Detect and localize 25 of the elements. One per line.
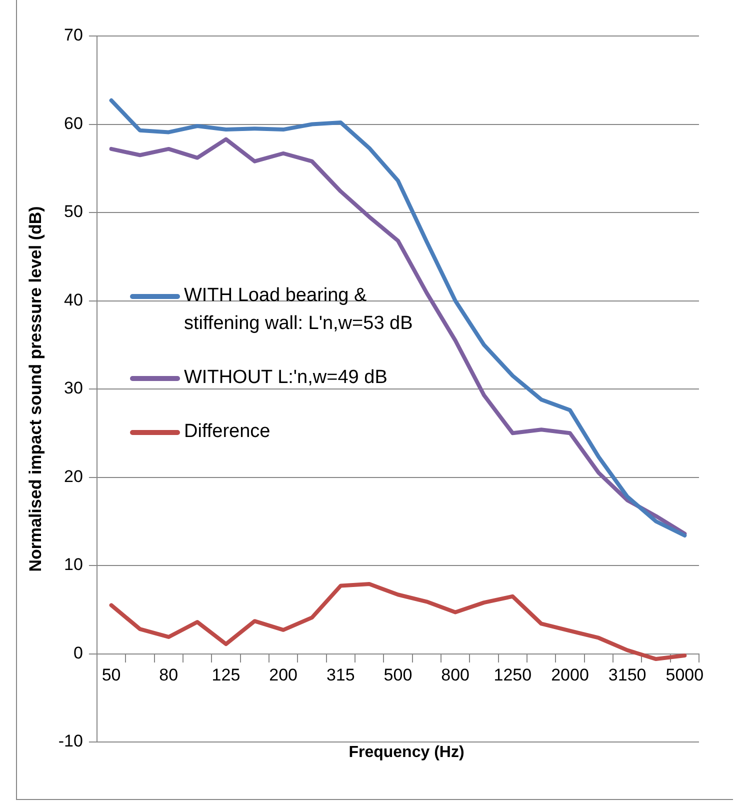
x-axis-title: Frequency (Hz) [348,744,466,762]
x-tick-label: 50 [102,666,121,685]
x-tick-label: 315 [326,666,355,685]
y-tick-label: 0 [74,643,83,662]
legend-label: Difference [184,420,270,444]
y-tick-label: 50 [64,202,83,222]
x-tick-label: 5000 [666,666,704,685]
y-tick-label: 40 [64,290,83,310]
y-tick-label: 20 [64,466,83,486]
x-tick-label: 200 [269,666,298,685]
x-tick-label: 500 [384,666,412,685]
legend-label: WITH Load bearing & stiffening wall: L'n,w=53 dB [184,284,414,336]
x-tick-label: 800 [441,666,470,685]
x-tick-label: 3150 [608,666,646,685]
x-tick-label: 1250 [494,666,532,685]
y-tick-label: -10 [58,732,83,751]
legend-label: WITHOUT L:'n,w=49 dB [184,366,388,390]
y-axis-title: Normalised impact sound pressure level (dB) [26,206,45,572]
x-tick-label: 125 [212,666,240,685]
x-tick-label: 2000 [551,666,589,685]
y-tick-label: 30 [64,378,83,398]
y-tick-label: 60 [64,114,83,133]
y-tick-label: 10 [64,555,83,574]
x-tick-label: 80 [159,666,178,685]
y-tick-label: 70 [64,26,83,45]
